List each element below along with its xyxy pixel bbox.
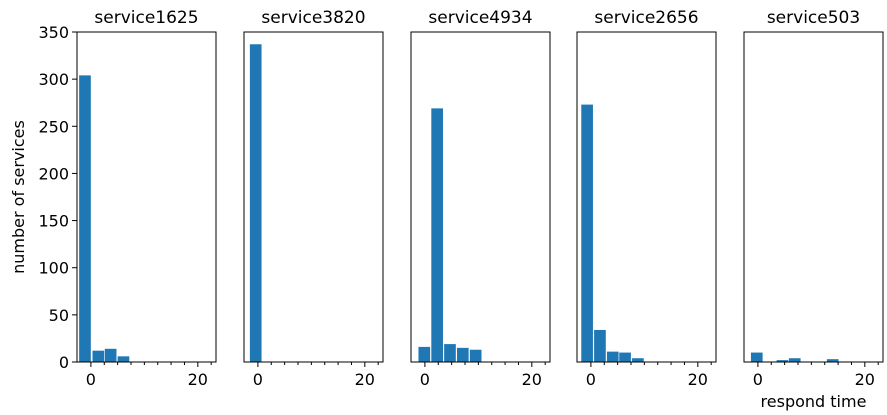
histogram-bar xyxy=(418,346,431,362)
histogram-bar xyxy=(104,348,117,362)
histogram-bar xyxy=(444,344,456,362)
panel-4: service2656 0 20 xyxy=(576,8,717,389)
y-tick-label: 50 xyxy=(49,306,69,325)
panel-frame xyxy=(243,31,384,363)
histogram-bar xyxy=(776,360,789,362)
panel-frame xyxy=(743,31,884,363)
x-tick-label: 20 xyxy=(355,370,375,389)
y-tick-label: 150 xyxy=(38,212,69,231)
panel-frame xyxy=(76,31,217,363)
panel-frame xyxy=(576,31,717,363)
histogram-bar xyxy=(117,356,130,362)
x-tick-label: 20 xyxy=(188,370,208,389)
panel-3: service4934 0 20 xyxy=(410,8,551,389)
histogram-bar xyxy=(456,347,469,362)
histogram-bar xyxy=(606,351,619,362)
histogram-bar xyxy=(581,104,593,362)
x-tick-label: 20 xyxy=(855,370,875,389)
x-tick-label: 0 xyxy=(420,370,430,389)
y-axis-label: number of services xyxy=(9,120,28,274)
histogram-bar xyxy=(431,108,443,363)
panel-title: service3820 xyxy=(261,8,365,28)
y-tick-label: 250 xyxy=(38,117,69,136)
panel-2: service3820 0 20 xyxy=(243,8,384,389)
histogram-bar xyxy=(79,75,91,363)
panel-title: service2656 xyxy=(594,8,698,28)
histogram-bar xyxy=(92,350,105,362)
y-tick-label: 350 xyxy=(38,23,69,42)
x-tick-label: 0 xyxy=(753,370,763,389)
panel-title: service503 xyxy=(767,8,860,28)
panel-title: service4934 xyxy=(428,8,532,28)
y-tick-label: 300 xyxy=(38,70,69,89)
x-tick-label: 0 xyxy=(86,370,96,389)
y-tick-label: 200 xyxy=(38,164,69,183)
panel-title: service1625 xyxy=(94,8,198,28)
histogram-bar xyxy=(632,358,644,362)
panel-frame xyxy=(410,31,551,363)
panel-5: service503 0 20 respond time xyxy=(743,8,884,411)
histogram-bar xyxy=(619,352,631,362)
histogram-bar xyxy=(594,329,606,362)
histogram-bar xyxy=(826,359,839,362)
x-tick-label: 20 xyxy=(688,370,708,389)
histogram-bar xyxy=(249,44,262,362)
histogram-bar xyxy=(469,349,482,362)
y-tick-label: 0 xyxy=(59,353,69,372)
histogram-bar xyxy=(788,358,801,362)
x-axis-label: respond time xyxy=(761,392,867,411)
x-tick-label: 0 xyxy=(253,370,263,389)
y-tick-label: 100 xyxy=(38,259,69,278)
x-tick-label: 0 xyxy=(586,370,596,389)
histogram-bar xyxy=(750,352,763,362)
x-tick-label: 20 xyxy=(522,370,542,389)
